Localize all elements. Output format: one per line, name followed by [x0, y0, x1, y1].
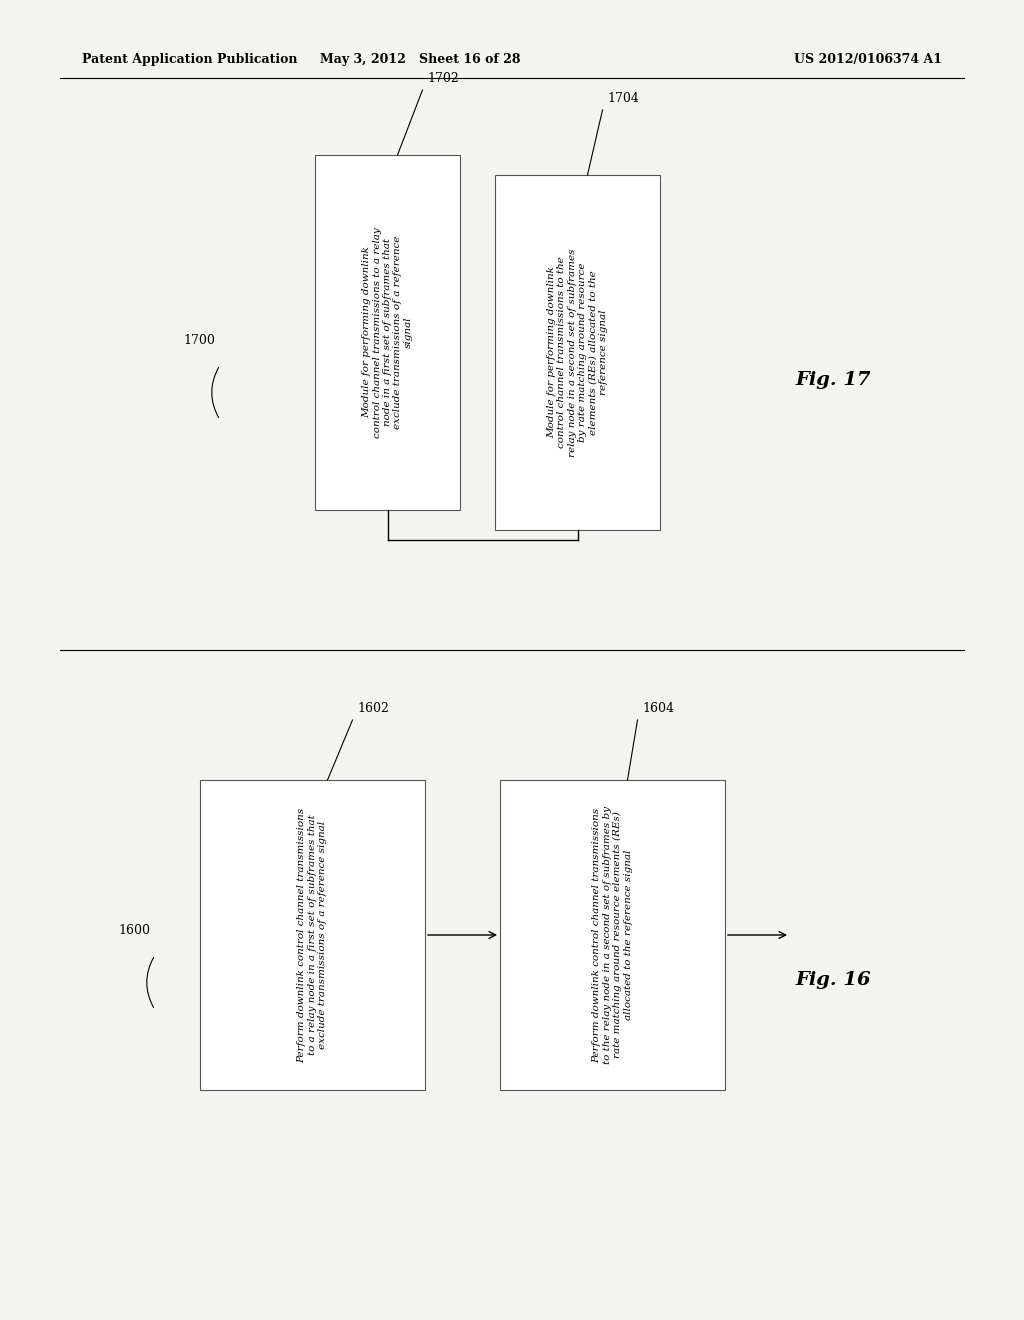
Text: 1600: 1600	[118, 924, 150, 936]
Text: Module for performing downlink
control channel transmissions to the
relay node i: Module for performing downlink control c…	[547, 248, 608, 457]
Text: Fig. 17: Fig. 17	[795, 371, 870, 389]
FancyArrowPatch shape	[146, 957, 154, 1007]
Text: 1602: 1602	[357, 702, 389, 715]
Text: Module for performing downlink
control channel transmissions to a relay
node in : Module for performing downlink control c…	[362, 227, 413, 438]
Text: 1700: 1700	[183, 334, 215, 346]
FancyArrowPatch shape	[212, 367, 218, 417]
Text: May 3, 2012   Sheet 16 of 28: May 3, 2012 Sheet 16 of 28	[319, 54, 520, 66]
Text: 1604: 1604	[642, 702, 675, 715]
Bar	[495, 176, 660, 531]
Text: Perform downlink control channel transmissions
to the relay node in a second set: Perform downlink control channel transmi…	[592, 807, 633, 1064]
Text: Patent Application Publication: Patent Application Publication	[82, 54, 298, 66]
Text: 1704: 1704	[607, 92, 639, 106]
Bar	[200, 780, 425, 1090]
Bar	[315, 154, 460, 510]
Text: US 2012/0106374 A1: US 2012/0106374 A1	[794, 54, 942, 66]
Text: 1702: 1702	[427, 73, 459, 84]
Text: Perform downlink control channel transmissions
to a relay node in a first set of: Perform downlink control channel transmi…	[298, 808, 328, 1063]
Text: Fig. 16: Fig. 16	[795, 972, 870, 989]
Bar	[500, 780, 725, 1090]
